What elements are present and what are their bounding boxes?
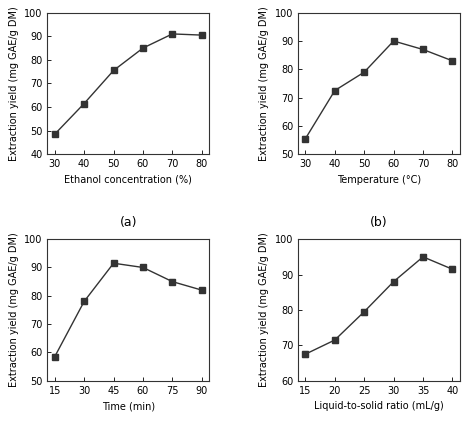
Text: (b): (b) [370, 216, 388, 229]
Y-axis label: Extraction yield (mg GAE/g DM): Extraction yield (mg GAE/g DM) [259, 6, 269, 161]
Y-axis label: Extraction yield (mg GAE/g DM): Extraction yield (mg GAE/g DM) [9, 6, 18, 161]
X-axis label: Temperature (°C): Temperature (°C) [337, 175, 421, 185]
X-axis label: Liquid-to-solid ratio (mL/g): Liquid-to-solid ratio (mL/g) [314, 401, 444, 411]
Text: (a): (a) [119, 216, 137, 229]
Y-axis label: Extraction yield (mg GAE/g DM): Extraction yield (mg GAE/g DM) [259, 233, 269, 387]
Y-axis label: Extraction yield (mg GAE/g DM): Extraction yield (mg GAE/g DM) [9, 233, 18, 387]
X-axis label: Ethanol concentration (%): Ethanol concentration (%) [64, 175, 192, 185]
X-axis label: Time (min): Time (min) [102, 401, 155, 411]
